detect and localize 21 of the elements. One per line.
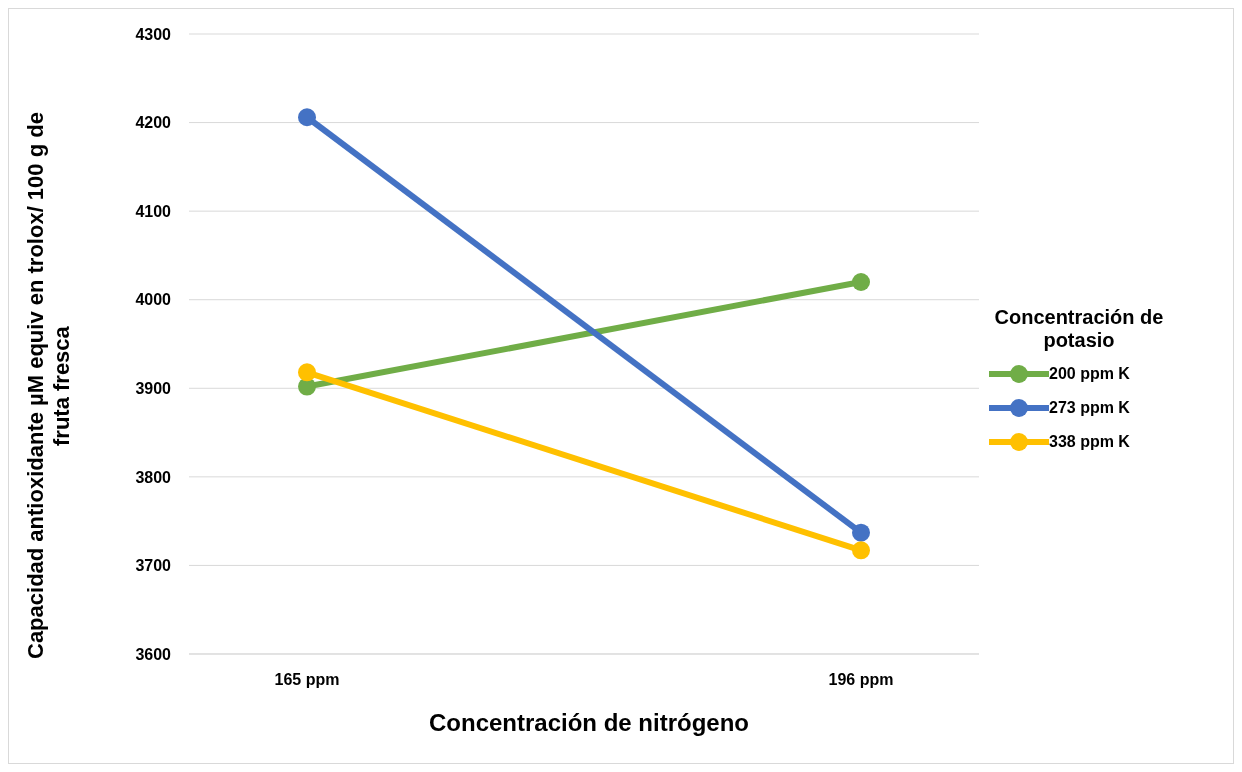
point <box>298 363 316 382</box>
legend-title: Concentración de potasio <box>993 306 1165 352</box>
point <box>852 541 870 560</box>
y-tick-label: 3900 <box>135 379 172 397</box>
point <box>298 108 316 127</box>
point <box>852 273 870 291</box>
legend-label: 338 ppm K <box>1049 433 1130 451</box>
x-axis-title: Concentración de nitrógeno <box>428 709 750 737</box>
y-tick-label: 3700 <box>135 557 172 575</box>
y-tick-label: 4000 <box>135 291 172 309</box>
y-tick-label: 4200 <box>135 114 172 132</box>
y-tick-label: 3600 <box>135 645 172 663</box>
y-tick-label: 4100 <box>135 202 172 220</box>
legend-label: 200 ppm K <box>1049 365 1130 383</box>
y-tick-label: 3800 <box>135 468 172 486</box>
x-tick-label: 196 ppm <box>828 671 894 689</box>
legend-label: 273 ppm K <box>1049 399 1130 417</box>
x-tick-label: 165 ppm <box>274 671 340 689</box>
y-tick-label: 4300 <box>135 25 172 43</box>
point <box>852 523 870 542</box>
y-axis-title: Capacidad antioxidante µM equiv en trolox/ 100 g de fruta fresca <box>23 111 75 662</box>
